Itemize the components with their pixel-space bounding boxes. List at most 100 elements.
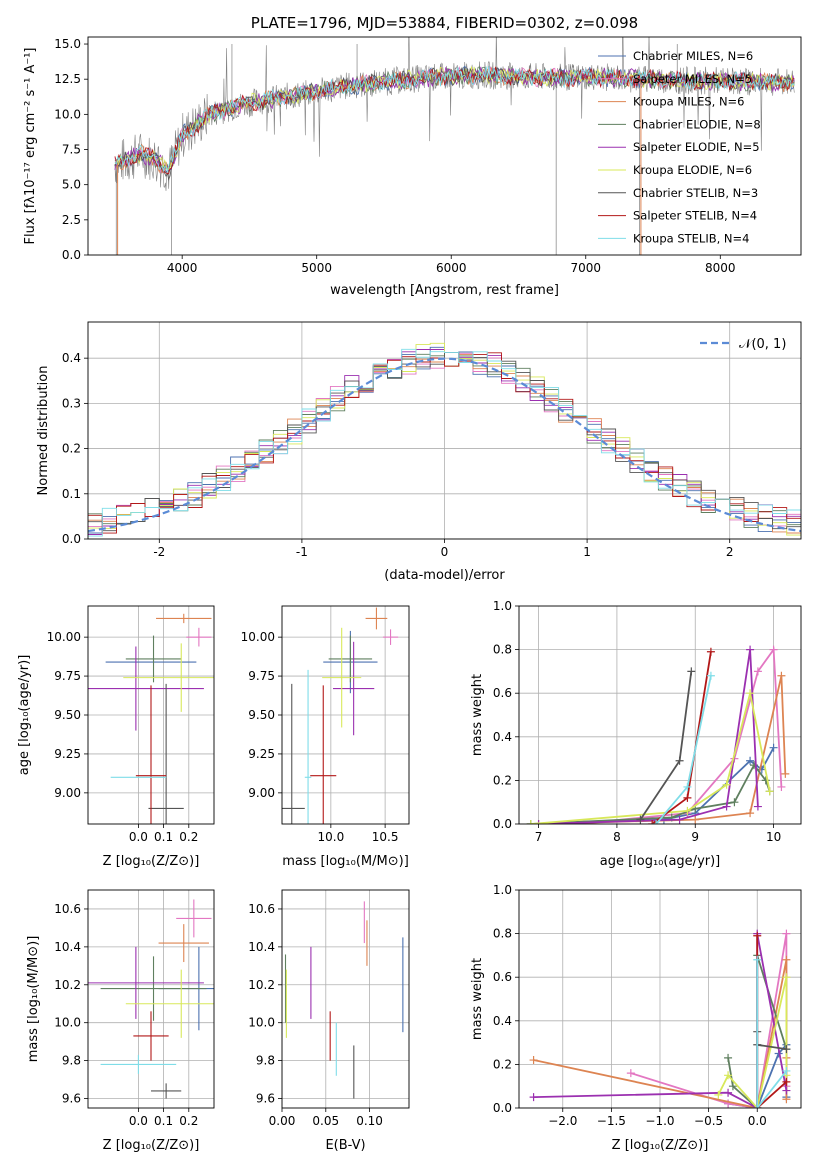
weight_vs_age-point-marker [691, 815, 700, 824]
weight_vs_age-point-marker [777, 782, 786, 791]
age_vs_mass-frame [281, 605, 410, 825]
residuals-ytick-label: 0.1 [62, 487, 81, 501]
spectrum-legend-label: Kroupa ELODIE, N=6 [633, 163, 752, 177]
age_vs_Z-ytick-label: 9.25 [54, 747, 81, 761]
weight_vs_Z-ytick-label: 0.2 [493, 1057, 512, 1071]
weight_vs_age-point-marker [722, 802, 731, 811]
age_vs_mass-ytick-label: 9.75 [248, 669, 275, 683]
spectrum-xtick-label: 7000 [570, 261, 601, 275]
residuals-xtick-label: 2 [726, 545, 734, 559]
weight_vs_Z-point-marker [626, 1069, 635, 1078]
weight_vs_age-point-marker [683, 806, 692, 815]
spectrum-ytick-label: 2.5 [62, 213, 81, 227]
weight_vs_Z-ytick-label: 0.8 [493, 927, 512, 941]
mass_vs_Z-ytick-label: 10.0 [54, 1016, 81, 1030]
age_vs_Z-xtick-label: 0.2 [179, 830, 198, 844]
weight_vs_age-point-marker [753, 667, 762, 676]
mass_vs_Z-xtick-label: 0.0 [129, 1114, 148, 1128]
spectrum-legend-label: Chabrier STELIB, N=3 [633, 186, 758, 200]
gaussian-curve [88, 357, 801, 533]
weight_vs_age-xtick-label: 9 [691, 830, 699, 844]
spectrum-ylabel: Flux [fλ10⁻¹⁷ erg cm⁻² s⁻¹ A⁻¹] [23, 48, 38, 245]
weight_vs_age-ytick-label: 0.0 [493, 817, 512, 831]
age_vs_mass-ytick-label: 10.00 [241, 630, 275, 644]
weight_vs_age-point-marker [526, 820, 535, 824]
weight_vs_age-point-marker [706, 671, 715, 680]
age_vs_mass-xtick-label: 10.0 [317, 830, 344, 844]
weight_vs_age-ytick-label: 1.0 [493, 599, 512, 613]
age_vs_Z-ytick-label: 9.50 [54, 708, 81, 722]
weight_vs_age-series-line [577, 647, 783, 824]
weight_vs_age-ytick-label: 0.6 [493, 686, 512, 700]
weight_vs_Z-point-marker [782, 1077, 791, 1086]
spectrum-legend-label: Kroupa STELIB, N=4 [633, 231, 750, 245]
mass_vs_ebv-ytick-label: 10.6 [248, 902, 275, 916]
residuals-frame [87, 321, 802, 540]
spectrum-ytick-label: 12.5 [54, 72, 81, 86]
age_vs_mass-ytick-label: 9.50 [248, 708, 275, 722]
weight_vs_age-xtick-label: 7 [535, 830, 543, 844]
spectrum-frame [87, 36, 802, 256]
weight_vs_Z-point-marker [782, 1066, 791, 1075]
weight_vs_age-point-marker [706, 647, 715, 656]
weight_vs_age-point-marker [769, 743, 778, 752]
weight_vs_Z-ylabel: mass weight [470, 958, 485, 1040]
mass_vs_Z-plot-area [88, 890, 214, 1108]
residuals-plot-area [88, 322, 801, 539]
mass_vs_Z-ytick-label: 9.6 [62, 1092, 81, 1106]
weight_vs_age-point-marker [722, 780, 731, 789]
mass_vs_Z-ytick-label: 10.4 [54, 940, 81, 954]
weight_vs_Z-point-marker [724, 1071, 733, 1080]
age_vs_mass-ytick-label: 9.00 [248, 786, 275, 800]
spectrum-legend-label: Chabrier ELODIE, N=8 [633, 117, 761, 131]
weight_vs_Z-ytick-label: 0.4 [493, 1014, 512, 1028]
residuals-ytick-label: 0.4 [62, 351, 81, 365]
weight_vs_age-point-marker [781, 769, 790, 778]
weight_vs_age-point-marker [675, 815, 684, 824]
mass_vs_ebv-ytick-label: 10.2 [248, 978, 275, 992]
age_vs_mass-xtick-label: 10.5 [372, 830, 399, 844]
weight_vs_age-xlabel: age [log₁₀(age/yr)] [600, 854, 721, 869]
weight_vs_age-point-marker [753, 802, 762, 811]
weight_vs_age-point-marker [730, 798, 739, 807]
weight_vs_age-point-marker [648, 820, 657, 824]
spectrum-ytick-label: 10.0 [54, 107, 81, 121]
weight_vs_Z-xlabel: Z [log₁₀(Z/Z⊙)] [612, 1138, 709, 1153]
weight_vs_Z-grid [519, 890, 801, 1108]
weight_vs_Z-point-marker [753, 931, 762, 940]
weight_vs_age-point-marker [652, 820, 661, 824]
weight_vs_Z-point-marker [753, 1104, 762, 1108]
weight_vs_age-ylabel: mass weight [470, 674, 485, 756]
mass_vs_ebv-xtick-label: 0.05 [312, 1114, 339, 1128]
spectrum-legend-label: Salpeter MILES, N=5 [633, 72, 752, 86]
mass_vs_ebv-xtick-label: 0.10 [356, 1114, 383, 1128]
age_vs_mass-plot-area [282, 606, 409, 824]
weight_vs_age-series-line [651, 651, 712, 824]
weight_vs_age-point-marker [765, 787, 774, 796]
spectrum-ytick-label: 5.0 [62, 178, 81, 192]
weight_vs_Z-point-marker [782, 929, 791, 938]
age_vs_Z-ytick-label: 10.00 [47, 630, 81, 644]
spectrum-title: PLATE=1796, MJD=53884, FIBERID=0302, z=0… [251, 14, 638, 32]
mass_vs_Z-ylabel: mass [log₁₀(M/M⊙)] [26, 936, 41, 1063]
spectrum-xlabel: wavelength [Angstrom, rest frame] [330, 283, 559, 298]
weight_vs_age-xtick-label: 8 [613, 830, 621, 844]
weight_vs_Z-point-marker [728, 1082, 737, 1091]
weight_vs_Z-series-line [717, 977, 788, 1108]
weight_vs_Z-xtick-label: −2.0 [548, 1114, 577, 1128]
residuals-xtick-label: -2 [153, 545, 165, 559]
mass_vs_ebv-ytick-label: 10.0 [248, 1016, 275, 1030]
weight_vs_age-ytick-label: 0.8 [493, 643, 512, 657]
weight_vs_Z-series-line [533, 933, 788, 1108]
mass_vs_Z-frame [87, 889, 215, 1109]
residual-histogram [88, 352, 801, 534]
spectrum-legend-label: Salpeter ELODIE, N=5 [633, 140, 760, 154]
weight_vs_Z-point-marker [724, 1088, 733, 1097]
weight_vs_age-point-marker [687, 667, 696, 676]
weight_vs_age-ytick-label: 0.4 [493, 730, 512, 744]
weight_vs_Z-ytick-label: 0.0 [493, 1101, 512, 1115]
residuals-xlabel: (data-model)/error [384, 568, 505, 583]
residuals-xtick-label: 1 [583, 545, 591, 559]
weight_vs_Z-ytick-label: 0.6 [493, 970, 512, 984]
